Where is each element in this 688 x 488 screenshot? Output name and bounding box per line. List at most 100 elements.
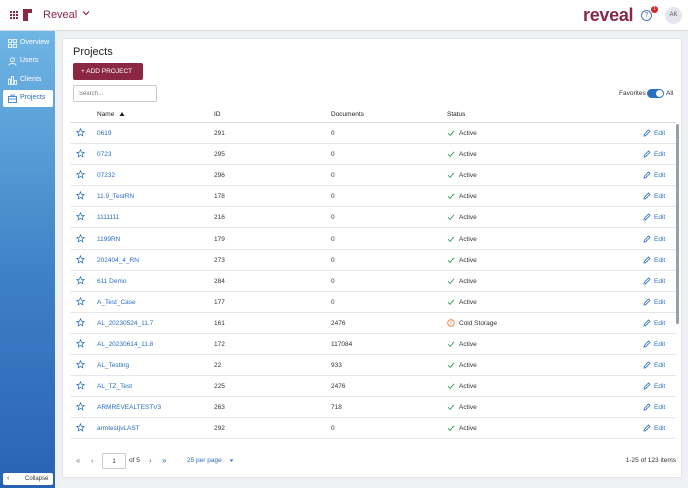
edit-link[interactable]: Edit xyxy=(654,383,666,391)
edit-link[interactable]: Edit xyxy=(654,425,666,433)
pencil-icon[interactable] xyxy=(643,213,651,221)
table-row[interactable]: 202404_4_RN 273 0 Active Edit xyxy=(70,250,676,271)
table-row[interactable]: AL_Testing 22 933 Active Edit xyxy=(70,355,676,377)
column-header-name[interactable]: Name xyxy=(97,111,115,118)
search-input[interactable] xyxy=(73,85,157,102)
sidebar-item-users[interactable]: Users xyxy=(3,53,53,70)
pencil-icon[interactable] xyxy=(643,277,651,285)
pencil-icon[interactable] xyxy=(643,150,651,158)
sidebar-item-overview[interactable]: Overview xyxy=(3,35,53,52)
project-name-link[interactable]: 611 Demo xyxy=(97,277,127,285)
table-row[interactable]: armtestjvLAST 292 0 Active Edit xyxy=(70,418,676,440)
favorite-star-icon[interactable] xyxy=(76,339,85,348)
table-scrollbar[interactable] xyxy=(676,124,679,324)
table-row[interactable]: AL_20230614_11.8 172 117084 Active Edit xyxy=(70,334,676,355)
favorite-star-icon[interactable] xyxy=(76,149,85,158)
table-row[interactable]: 0723 295 0 Active Edit xyxy=(70,144,676,166)
favorite-star-icon[interactable] xyxy=(76,275,85,285)
project-name-link[interactable]: armtestjvLAST xyxy=(97,425,140,433)
edit-link[interactable]: Edit xyxy=(654,277,666,285)
project-name-link[interactable]: AL_TZ_Test xyxy=(97,383,133,391)
project-name-link[interactable]: 07232 xyxy=(97,172,116,180)
project-name-link[interactable]: 202404_4_RN xyxy=(97,256,139,264)
column-header-status[interactable]: Status xyxy=(447,111,466,118)
edit-link[interactable]: Edit xyxy=(654,214,666,222)
favorite-star-icon[interactable] xyxy=(76,296,85,306)
edit-link[interactable]: Edit xyxy=(654,362,666,370)
edit-link[interactable]: Edit xyxy=(654,151,666,159)
favorite-star-icon[interactable] xyxy=(76,233,85,243)
edit-link[interactable]: Edit xyxy=(654,404,666,412)
favorite-star-icon[interactable] xyxy=(76,128,85,137)
pencil-icon[interactable] xyxy=(643,192,651,200)
edit-link[interactable]: Edit xyxy=(654,256,666,264)
next-page-icon[interactable]: › xyxy=(149,456,152,465)
column-header-id[interactable]: ID xyxy=(214,111,221,118)
edit-link[interactable]: Edit xyxy=(654,130,666,137)
favorite-star-icon[interactable] xyxy=(76,317,85,327)
pencil-icon[interactable] xyxy=(643,129,651,137)
app-title[interactable]: Reveal xyxy=(43,9,78,21)
project-name-link[interactable]: A_Test_Case xyxy=(97,298,136,306)
pencil-icon[interactable] xyxy=(643,256,651,264)
table-row[interactable]: 1111111 216 0 Active Edit xyxy=(70,207,676,229)
edit-link[interactable]: Edit xyxy=(654,298,666,306)
edit-link[interactable]: Edit xyxy=(654,172,666,180)
edit-link[interactable]: Edit xyxy=(654,235,666,243)
edit-link[interactable]: Edit xyxy=(654,341,666,348)
favorite-star-icon[interactable] xyxy=(76,170,85,179)
column-header-documents[interactable]: Documents xyxy=(331,111,364,118)
project-name-link[interactable]: AL_20230614_11.8 xyxy=(97,341,154,348)
project-name-link[interactable]: AL_20230524_11.7 xyxy=(97,319,154,327)
pencil-icon[interactable] xyxy=(643,382,651,390)
project-name-link[interactable]: 0619 xyxy=(97,130,112,137)
pencil-icon[interactable] xyxy=(643,298,651,306)
edit-link[interactable]: Edit xyxy=(654,319,666,327)
table-row[interactable]: 0619 291 0 Active Edit xyxy=(70,123,676,144)
table-row[interactable]: AL_20230524_11.7 161 2476 Cold Storage Edit xyxy=(70,313,676,334)
favorites-toggle[interactable] xyxy=(647,89,664,98)
project-name-link[interactable]: AL_Testing xyxy=(97,362,130,370)
collapse-button[interactable]: ‹ Collapse xyxy=(3,473,53,485)
table-row[interactable]: 1199RN 179 0 Active Edit xyxy=(70,229,676,250)
pencil-icon[interactable] xyxy=(643,234,651,243)
table-row[interactable]: ARMREVEALTESTV3 263 718 Active Edit xyxy=(70,397,676,419)
help-icon[interactable]: ? xyxy=(641,10,652,21)
pencil-icon[interactable] xyxy=(643,424,651,432)
prev-page-icon[interactable]: ‹ xyxy=(91,456,94,465)
project-name-link[interactable]: 1111111 xyxy=(97,214,120,222)
app-launcher-icon[interactable] xyxy=(10,11,18,19)
sidebar-item-projects[interactable]: Projects xyxy=(3,90,53,107)
project-name-link[interactable]: 11.9_TestRN xyxy=(97,193,135,201)
table-row[interactable]: A_Test_Case 177 0 Active Edit xyxy=(70,292,676,313)
favorite-star-icon[interactable] xyxy=(76,212,85,222)
favorite-star-icon[interactable] xyxy=(76,423,85,433)
favorite-star-icon[interactable] xyxy=(76,381,85,390)
pencil-icon[interactable] xyxy=(643,340,651,348)
table-row[interactable]: AL_TZ_Test 225 2476 Active Edit xyxy=(70,376,676,398)
per-page-select[interactable]: 25 per page xyxy=(187,457,222,464)
table-row[interactable]: 11.9_TestRN 178 0 Active Edit xyxy=(70,186,676,208)
project-name-link[interactable]: 0723 xyxy=(97,151,112,159)
project-name-link[interactable]: ARMREVEALTESTV3 xyxy=(97,404,162,412)
table-row[interactable]: 07232 296 0 Active Edit xyxy=(70,165,676,187)
favorite-star-icon[interactable] xyxy=(76,360,85,369)
add-project-button[interactable]: + ADD PROJECT xyxy=(73,63,143,80)
pencil-icon[interactable] xyxy=(643,403,651,411)
avatar[interactable]: AK xyxy=(665,7,682,24)
chevron-down-icon[interactable] xyxy=(82,9,90,17)
favorite-star-icon[interactable] xyxy=(76,254,85,264)
page-number-input[interactable] xyxy=(102,453,126,469)
caret-down-icon[interactable] xyxy=(229,458,234,463)
favorite-star-icon[interactable] xyxy=(76,402,85,411)
project-name-link[interactable]: 1199RN xyxy=(97,235,121,243)
table-row[interactable]: 611 Demo 284 0 Active Edit xyxy=(70,271,676,292)
sidebar-item-clients[interactable]: Clients xyxy=(3,72,53,89)
edit-link[interactable]: Edit xyxy=(654,193,666,201)
sort-ascending-icon[interactable] xyxy=(119,111,125,117)
favorite-star-icon[interactable] xyxy=(76,191,85,200)
last-page-icon[interactable]: » xyxy=(162,456,167,465)
first-page-icon[interactable]: « xyxy=(76,456,81,465)
pencil-icon[interactable] xyxy=(643,319,651,327)
pencil-icon[interactable] xyxy=(643,171,651,179)
